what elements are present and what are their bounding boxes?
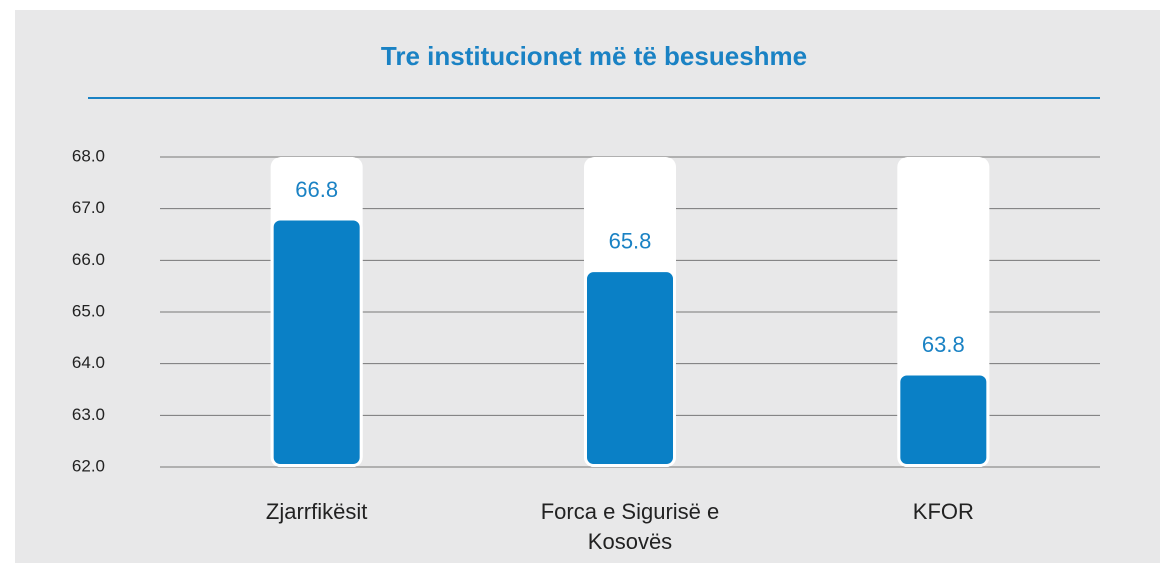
x-tick-label: Forca e Sigurisë e Kosovës <box>540 499 720 554</box>
data-label: 63.8 <box>922 332 965 357</box>
bar <box>897 372 990 467</box>
chart-title: Tre institucionet më të besueshme <box>381 41 807 71</box>
x-tick-label: KFOR <box>912 499 974 524</box>
y-tick-label: 64.0 <box>72 353 105 372</box>
data-label: 66.8 <box>295 177 338 202</box>
bar <box>584 269 676 467</box>
y-tick-label: 63.0 <box>72 405 105 424</box>
y-tick-label: 66.0 <box>72 250 105 269</box>
bar <box>270 217 363 467</box>
data-label: 65.8 <box>609 228 652 253</box>
x-tick-label: Zjarrfikësit <box>265 499 368 524</box>
y-tick-label: 65.0 <box>72 301 105 320</box>
y-tick-label: 62.0 <box>72 456 105 475</box>
y-tick-label: 67.0 <box>72 198 105 217</box>
y-tick-label: 68.0 <box>72 146 105 165</box>
